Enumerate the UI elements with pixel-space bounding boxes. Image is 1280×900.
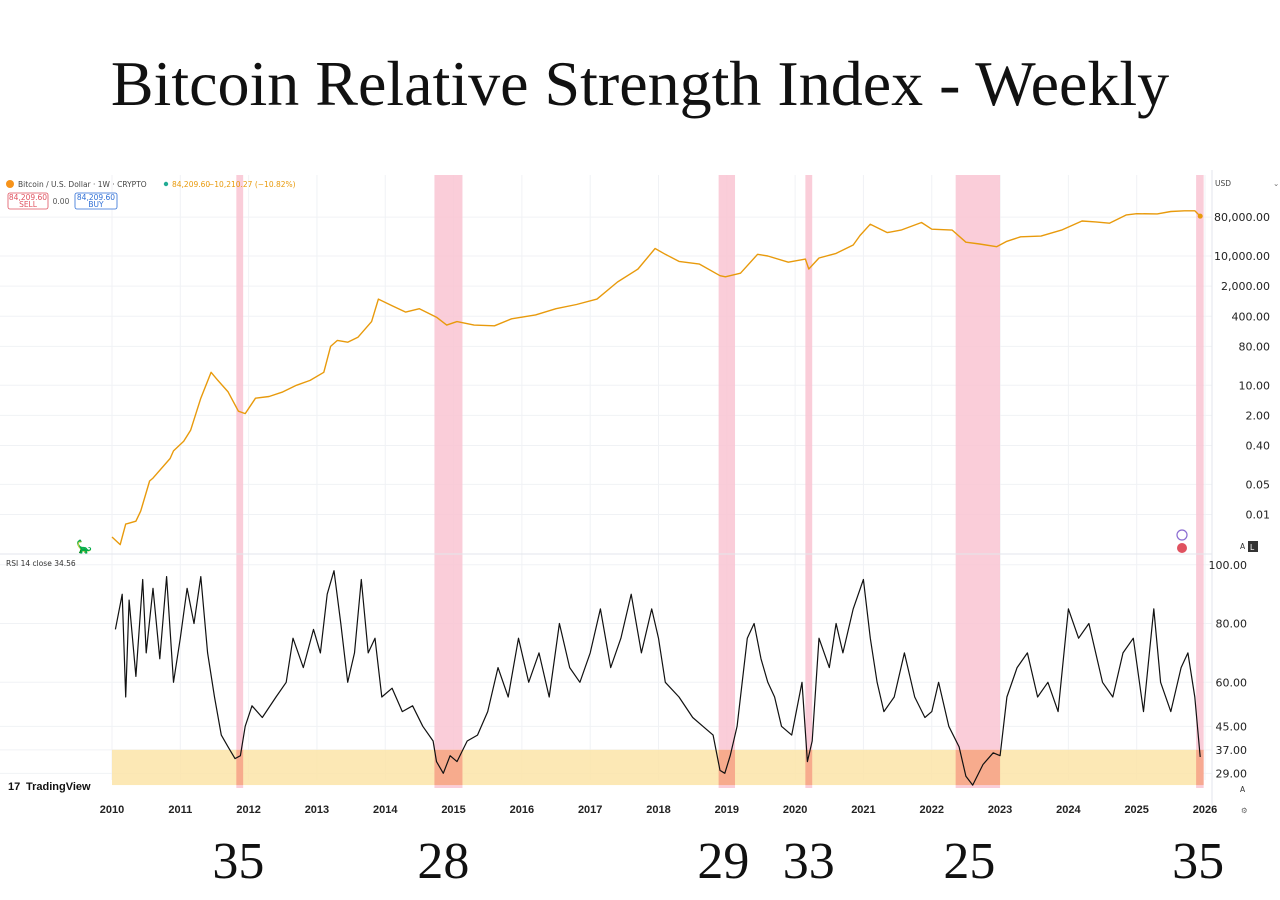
buy-price: 84,209.60 (77, 193, 115, 202)
oversold-overlap-shade (805, 749, 813, 786)
alert-icon[interactable] (1176, 529, 1188, 541)
rsi-low-label: 25 (943, 833, 996, 890)
sell-button[interactable] (7, 192, 49, 210)
bitcoin-icon (6, 180, 14, 188)
bear-market-shading (236, 175, 1204, 788)
oversold-overlap-shade (434, 749, 463, 786)
year-tick-label: 2019 (715, 804, 739, 816)
price-tick-label: 80.00 (1239, 340, 1271, 353)
year-tick-label: 2015 (441, 804, 465, 816)
auto-scale-button[interactable]: A (1240, 542, 1246, 551)
year-tick-label: 2013 (305, 804, 329, 816)
price-change: −10,210.27 (−10.82%) (208, 180, 296, 189)
btc-price-line[interactable] (111, 210, 1201, 546)
oversold-overlap-shade (1196, 749, 1204, 786)
time-axis[interactable]: 2010 2011 2012 2013 2014 2015 2016 2017 2018 2019… (100, 804, 1217, 816)
market-open-dot-icon (163, 181, 169, 187)
price-tick-label: 0.40 (1246, 439, 1271, 452)
rsi-low-label: 35 (1172, 833, 1225, 890)
price-pane[interactable] (111, 210, 1203, 546)
price-tick-label: 2.00 (1246, 409, 1271, 422)
year-tick-label: 2025 (1124, 804, 1148, 816)
buy-button[interactable] (74, 192, 118, 210)
year-tick-label: 2022 (920, 804, 944, 816)
price-tick-label: 80,000.00 (1214, 211, 1270, 224)
spread-value: 0.00 (53, 197, 70, 206)
price-axis[interactable]: 80,000.00 10,000.00 2,000.00 400.00 80.00 10.… (1214, 211, 1270, 521)
tradingview-watermark: TradingView (26, 781, 91, 793)
bear-market-shade (955, 175, 1001, 788)
rsi-auto-scale-button[interactable]: A (1240, 785, 1246, 794)
rsi-low-label: 35 (212, 833, 265, 890)
rsi-tick-label: 29.00 (1216, 767, 1248, 780)
year-tick-label: 2017 (578, 804, 602, 816)
price-tick-label: 0.05 (1246, 478, 1271, 491)
year-tick-label: 2024 (1056, 804, 1081, 816)
year-tick-label: 2023 (988, 804, 1012, 816)
sell-label: SELL (19, 200, 38, 209)
rsi-tick-label: 37.00 (1216, 744, 1248, 757)
bear-market-shade (236, 175, 244, 788)
bear-market-shade (434, 175, 463, 788)
rsi-axis[interactable]: 100.00 80.00 60.00 45.00 37.00 29.00 (1209, 559, 1248, 781)
rsi-low-label: 29 (697, 833, 750, 890)
year-tick-label: 2016 (510, 804, 534, 816)
year-tick-label: 2014 (373, 804, 398, 816)
year-tick-label: 2021 (851, 804, 875, 816)
rsi-low-label: 33 (782, 833, 835, 890)
year-tick-label: 2010 (100, 804, 124, 816)
rsi-tick-label: 80.00 (1216, 618, 1248, 631)
currency-dropdown-icon[interactable]: ⌄ (1273, 179, 1279, 188)
bear-market-shade (805, 175, 813, 788)
year-tick-label: 2012 (236, 804, 260, 816)
buy-label: BUY (88, 200, 104, 209)
rsi-line[interactable] (114, 570, 1201, 786)
rsi-legend[interactable]: RSI 14 close 34.56 (6, 559, 76, 568)
oversold-overlap-shade (236, 749, 244, 786)
symbol-label[interactable]: Bitcoin / U.S. Dollar · 1W · CRYPTO (18, 180, 147, 189)
settings-icon[interactable]: ⚙ (1241, 806, 1248, 815)
bear-market-shade (718, 175, 736, 788)
rsi-tick-label: 60.00 (1216, 676, 1248, 689)
rsi-low-label: 28 (417, 833, 470, 890)
dino-icon: 🦕 (76, 539, 92, 554)
year-tick-label: 2026 (1193, 804, 1217, 816)
chart-title: Bitcoin Relative Strength Index - Weekly (110, 48, 1170, 119)
price-tick-label: 2,000.00 (1221, 280, 1270, 293)
year-tick-label: 2011 (168, 804, 192, 816)
rsi-pane[interactable] (114, 570, 1201, 786)
rsi-tick-label: 100.00 (1209, 559, 1248, 572)
oversold-overlap-shade (955, 749, 1001, 786)
rsi-tick-label: 45.00 (1216, 720, 1248, 733)
year-tick-label: 2018 (646, 804, 670, 816)
last-price: 84,209.60 (172, 180, 210, 189)
bear-market-shade (1196, 175, 1204, 788)
log-scale-button[interactable]: L (1250, 543, 1255, 552)
tradingview-logo-icon: 17 (8, 781, 20, 793)
price-tick-label: 10.00 (1239, 379, 1271, 392)
price-tick-label: 10,000.00 (1214, 250, 1270, 263)
year-tick-label: 2020 (783, 804, 807, 816)
last-price-marker (1197, 213, 1203, 219)
sell-price: 84,209.60 (9, 193, 47, 202)
oversold-band (112, 749, 1200, 786)
price-tick-label: 0.01 (1246, 509, 1271, 522)
price-tick-label: 400.00 (1232, 310, 1271, 323)
currency-label[interactable]: USD (1215, 179, 1231, 188)
flag-icon[interactable] (1177, 543, 1187, 553)
tradingview-chart[interactable]: 80,000.00 10,000.00 2,000.00 400.00 80.00 10.… (0, 170, 1280, 820)
rsi-oversold-band (112, 749, 1204, 786)
